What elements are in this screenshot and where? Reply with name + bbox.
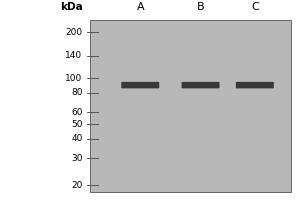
Text: 30: 30: [71, 154, 82, 163]
Bar: [90, 20, 291, 192]
Text: 100: 100: [65, 74, 82, 83]
FancyBboxPatch shape: [182, 82, 220, 88]
Text: B: B: [197, 2, 204, 12]
Text: 140: 140: [65, 51, 83, 60]
FancyBboxPatch shape: [236, 82, 274, 88]
Text: kDa: kDa: [60, 2, 82, 12]
Text: 200: 200: [65, 28, 83, 37]
Text: 50: 50: [71, 120, 82, 129]
Text: 60: 60: [71, 108, 82, 117]
Text: 40: 40: [71, 134, 82, 143]
FancyBboxPatch shape: [121, 82, 159, 88]
Text: A: A: [136, 2, 144, 12]
Text: 80: 80: [71, 88, 82, 97]
Text: C: C: [251, 2, 259, 12]
Text: 20: 20: [71, 181, 82, 190]
